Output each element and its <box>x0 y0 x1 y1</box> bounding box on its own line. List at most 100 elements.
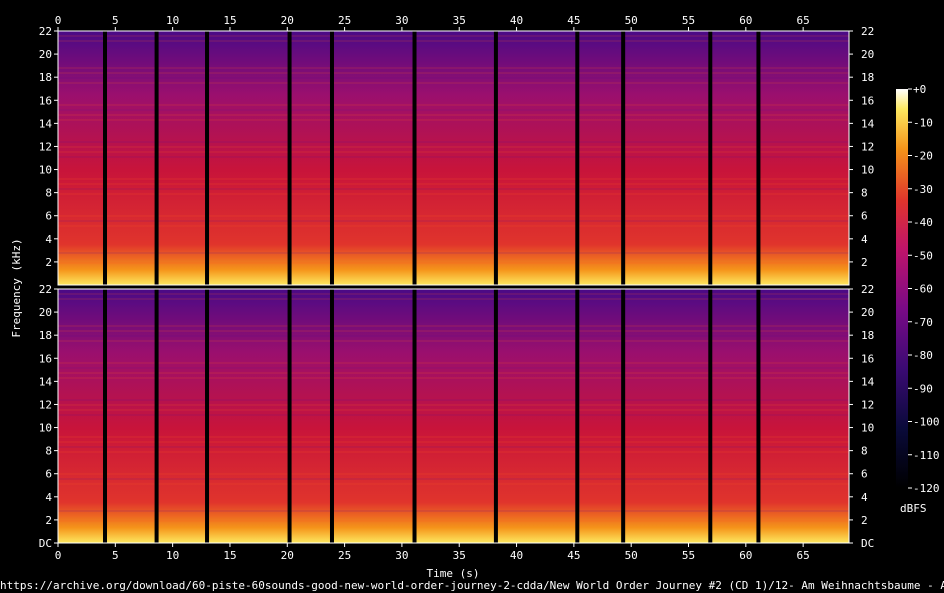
y-tick-label-right: 4 <box>861 233 868 246</box>
x-tick-label-top: 50 <box>625 14 638 27</box>
x-tick-label-bottom: 45 <box>567 549 580 562</box>
colorbar-label: dBFS <box>900 502 927 515</box>
colorbar-tick-label: -80 <box>913 349 933 362</box>
y-tick-label-right: 22 <box>861 25 874 38</box>
silence-gap <box>329 31 334 285</box>
silence-gap <box>708 31 713 285</box>
y-tick-label-right: 20 <box>861 48 874 61</box>
colorbar-tick-label: -20 <box>913 150 933 163</box>
silence-gap <box>756 289 761 543</box>
y-tick-label-left: 6 <box>45 468 52 481</box>
x-tick-label-bottom: 0 <box>55 549 62 562</box>
silence-gap <box>575 289 580 543</box>
y-tick-label-left: 20 <box>39 306 52 319</box>
colorbar-tick-label: -10 <box>913 116 933 129</box>
x-tick-label-bottom: 20 <box>281 549 294 562</box>
silence-gap <box>493 31 498 285</box>
colorbar-tick-label: -50 <box>913 249 933 262</box>
y-tick-label-left: DC <box>39 537 52 550</box>
y-tick-label-left: 22 <box>39 283 52 296</box>
colorbar-tick-label: +0 <box>913 83 926 96</box>
x-tick-label-top: 30 <box>395 14 408 27</box>
y-tick-label-right: DC <box>861 537 874 550</box>
x-tick-label-top: 40 <box>510 14 523 27</box>
y-tick-label-left: 12 <box>39 140 52 153</box>
colorbar-tick-label: -110 <box>913 449 940 462</box>
silence-gap <box>493 289 498 543</box>
y-tick-label-left: 12 <box>39 398 52 411</box>
x-tick-label-bottom: 15 <box>223 549 236 562</box>
colorbar-scale <box>896 89 908 488</box>
y-tick-label-left: 2 <box>45 514 52 527</box>
colorbar-tick-label: -40 <box>913 216 933 229</box>
y-tick-label-right: 12 <box>861 398 874 411</box>
y-tick-label-left: 20 <box>39 48 52 61</box>
y-tick-label-left: 4 <box>45 491 52 504</box>
x-axis-bottom: 0 5 10 15 20 25 30 35 40 45 50 55 60 65 <box>55 543 810 562</box>
y-tick-label-left: 8 <box>45 187 52 200</box>
x-tick-label-top: 5 <box>112 14 119 27</box>
y-tick-label-right: 16 <box>861 94 874 107</box>
x-tick-label-top: 15 <box>223 14 236 27</box>
colorbar-tick-label: -70 <box>913 316 933 329</box>
silence-gap <box>205 31 210 285</box>
y-tick-label-right: 6 <box>861 210 868 223</box>
x-tick-label-bottom: 50 <box>625 549 638 562</box>
spectrum-fill <box>58 31 849 285</box>
x-tick-label-bottom: 65 <box>797 549 810 562</box>
y-tick-label-right: 4 <box>861 491 868 504</box>
silence-gap <box>103 31 108 285</box>
silence-gap <box>329 289 334 543</box>
y-tick-label-left: 10 <box>39 422 52 435</box>
colorbar: +0 -10 -20 -30 -40 -50 -60 -70 -80 -90 -100 -110 -12… <box>896 83 940 515</box>
silence-gap <box>287 289 292 543</box>
colorbar-tick-label: -120 <box>913 482 940 495</box>
x-axis-label: Time (s) <box>427 567 480 580</box>
spectrum-fill <box>58 289 849 543</box>
colorbar-tick-label: -100 <box>913 416 940 429</box>
y-tick-label-right: 10 <box>861 422 874 435</box>
silence-gap <box>621 289 626 543</box>
channel-panel-2 <box>57 288 850 544</box>
y-tick-label-right: 18 <box>861 329 874 342</box>
silence-gap <box>412 31 417 285</box>
x-tick-label-top: 55 <box>682 14 695 27</box>
silence-gap <box>756 31 761 285</box>
source-path: https://archive.org/download/60-piste-60… <box>0 579 944 592</box>
silence-gap <box>287 31 292 285</box>
y-tick-label-right: 20 <box>861 306 874 319</box>
channel-panel-1 <box>57 30 850 286</box>
x-tick-label-top: 10 <box>166 14 179 27</box>
x-tick-label-bottom: 25 <box>338 549 351 562</box>
y-tick-label-right: 14 <box>861 375 875 388</box>
x-tick-label-bottom: 60 <box>739 549 752 562</box>
y-tick-label-right: 2 <box>861 514 868 527</box>
silence-gap <box>205 289 210 543</box>
y-tick-label-left: 22 <box>39 25 52 38</box>
silence-gap <box>575 31 580 285</box>
panel-frame <box>57 30 850 286</box>
y-tick-label-right: 8 <box>861 445 868 458</box>
panel-frame <box>57 288 850 544</box>
x-tick-label-bottom: 5 <box>112 549 119 562</box>
y-axis-left: 2 4 6 8 10 12 14 16 18 20 22 DC 2 4 6 8 10 12 14 16 18 20 22 <box>39 25 58 550</box>
y-tick-label-right: 16 <box>861 352 874 365</box>
y-axis-right: 2 4 6 8 10 12 14 16 18 20 22 DC 2 4 6 8 10 12 14 16 18 20 22 <box>849 25 875 550</box>
silence-gap <box>412 289 417 543</box>
colorbar-tick-label: -90 <box>913 382 933 395</box>
y-axis-label: Frequency (kHz) <box>10 238 23 337</box>
y-tick-label-left: 14 <box>39 117 53 130</box>
y-tick-label-right: 10 <box>861 164 874 177</box>
y-tick-label-right: 14 <box>861 117 875 130</box>
y-tick-label-left: 18 <box>39 71 52 84</box>
x-tick-label-top: 35 <box>453 14 466 27</box>
x-tick-label-bottom: 35 <box>453 549 466 562</box>
y-tick-label-left: 4 <box>45 233 52 246</box>
x-tick-label-top: 0 <box>55 14 62 27</box>
x-tick-label-top: 25 <box>338 14 351 27</box>
x-tick-label-top: 60 <box>739 14 752 27</box>
y-tick-label-right: 8 <box>861 187 868 200</box>
y-tick-label-right: 6 <box>861 468 868 481</box>
x-tick-label-bottom: 30 <box>395 549 408 562</box>
